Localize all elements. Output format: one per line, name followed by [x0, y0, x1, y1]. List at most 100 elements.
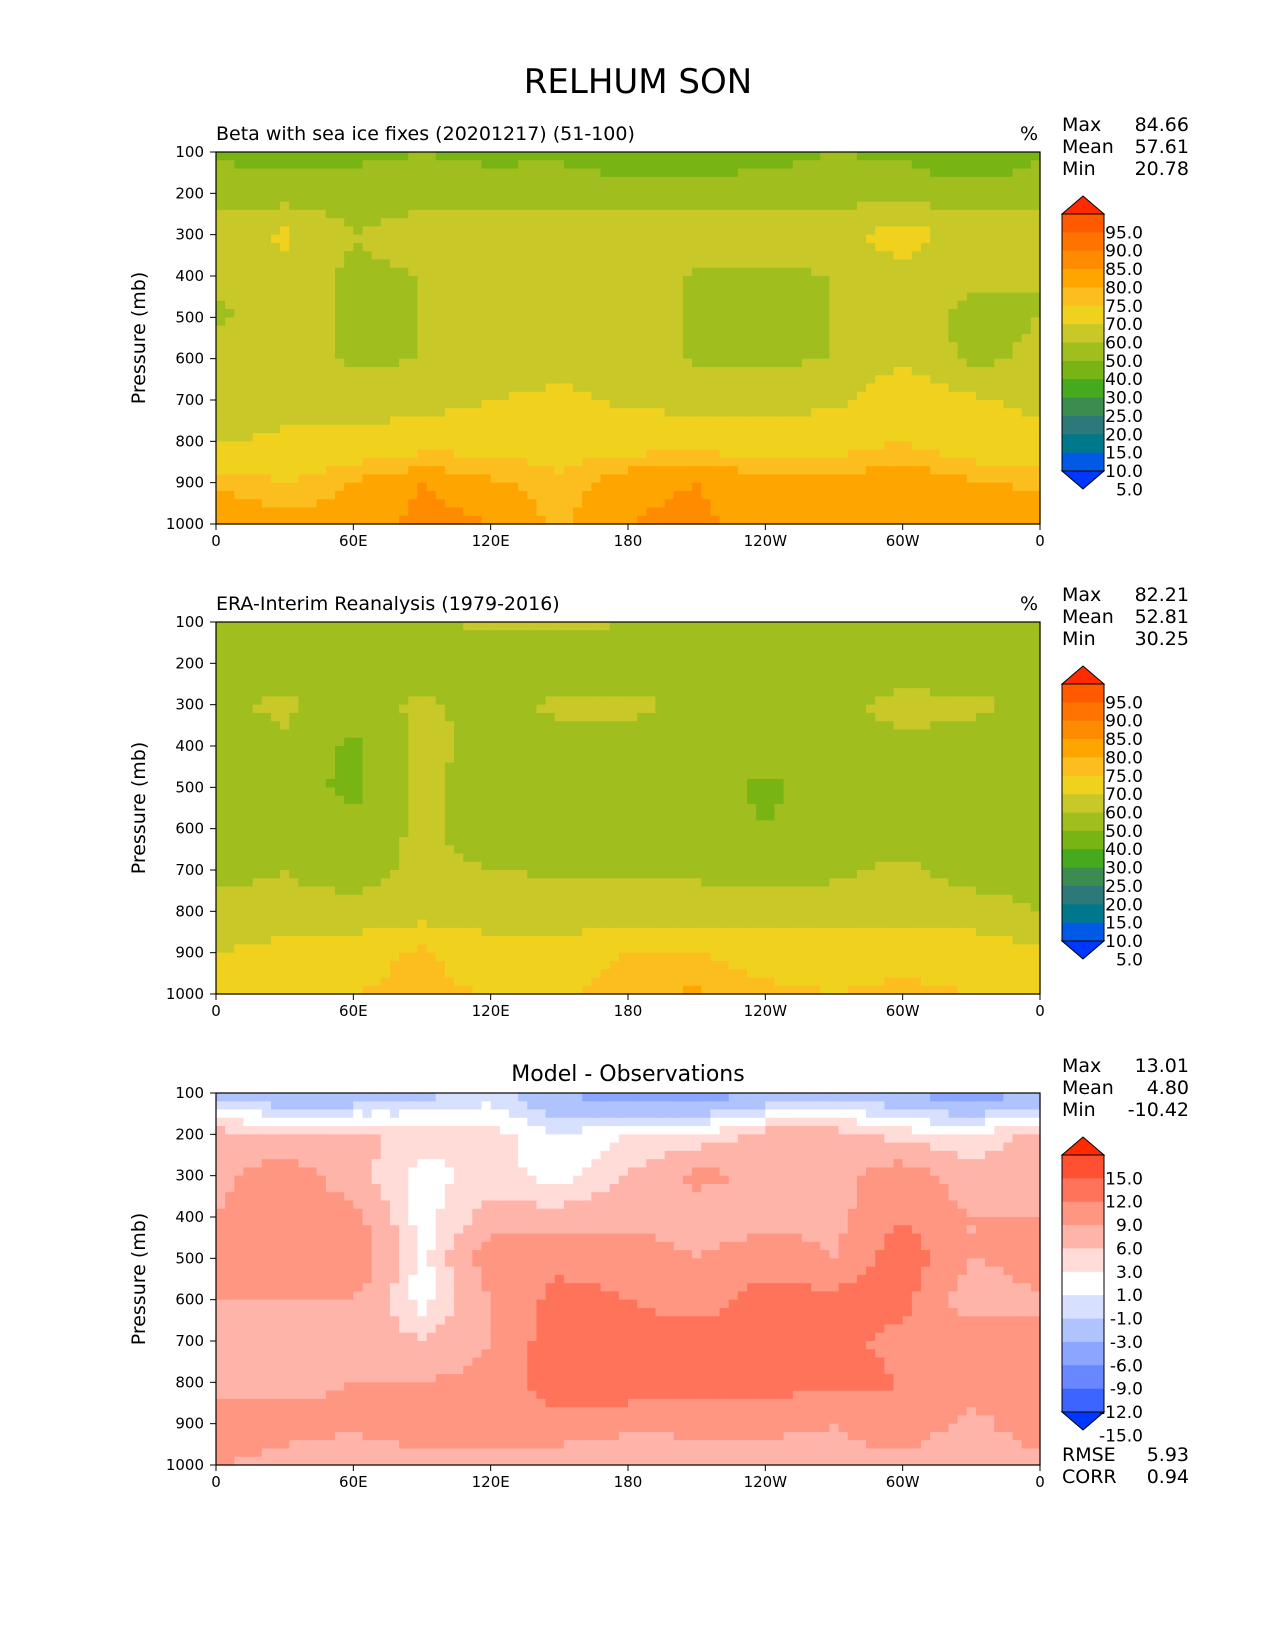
field-cell: [609, 655, 620, 664]
field-cell: [463, 424, 473, 434]
field-cell: [801, 688, 812, 697]
field-cell: [875, 515, 885, 525]
field-cell: [408, 646, 419, 656]
field-cell: [902, 466, 913, 475]
field-cell: [957, 424, 968, 434]
field-cell: [600, 366, 611, 376]
field-cell: [344, 251, 354, 261]
field-cell: [966, 482, 977, 492]
field-cell: [637, 679, 647, 689]
field-cell: [866, 474, 876, 484]
field-cell: [261, 696, 272, 706]
field-cell: [408, 292, 419, 302]
field-cell: [353, 276, 364, 285]
field-cell: [728, 333, 739, 343]
field-cell: [792, 292, 803, 302]
field-cell: [261, 490, 272, 500]
field-cell: [463, 242, 473, 252]
field-cell: [820, 499, 831, 509]
field-cell: [1012, 482, 1023, 492]
field-cell: [399, 284, 409, 294]
field-cell: [490, 482, 501, 492]
field-cell: [426, 375, 437, 385]
field-cell: [893, 185, 904, 194]
field-cell: [389, 499, 400, 509]
field-cell: [939, 671, 950, 681]
field-cell: [911, 408, 922, 418]
field-cell: [417, 259, 428, 269]
field-cell: [966, 234, 977, 244]
field-cell: [875, 630, 885, 640]
field-cell: [408, 655, 419, 664]
field-cell: [380, 168, 391, 178]
field-cell: [728, 679, 739, 689]
field-cell: [966, 267, 977, 277]
field-cell: [829, 416, 840, 426]
field-cell: [902, 490, 913, 500]
field-cell: [536, 317, 547, 327]
field-cell: [499, 284, 510, 294]
field-cell: [792, 638, 803, 648]
field-cell: [362, 490, 373, 500]
field-cell: [911, 679, 922, 689]
field-cell: [490, 209, 501, 219]
field-cell: [591, 400, 602, 409]
field-cell: [1030, 185, 1041, 194]
field-cell: [234, 317, 245, 327]
field-cell: [856, 218, 867, 227]
field-cell: [399, 342, 409, 351]
field-cell: [490, 408, 501, 418]
field-cell: [792, 309, 803, 318]
field-cell: [435, 400, 446, 409]
field-cell: [902, 218, 913, 227]
x-tick-label: 120W: [744, 532, 788, 550]
field-cell: [838, 416, 849, 426]
field-cell: [380, 490, 391, 500]
field-cell: [261, 201, 272, 211]
field-cell: [426, 391, 437, 401]
field-cell: [499, 218, 510, 227]
field-cell: [765, 416, 776, 426]
field-cell: [682, 284, 693, 294]
field-cell: [353, 622, 364, 631]
field-cell: [701, 441, 711, 451]
field-cell: [316, 168, 327, 178]
field-cell: [270, 292, 281, 302]
field-cell: [399, 234, 409, 244]
field-cell: [920, 646, 931, 656]
field-cell: [353, 234, 364, 244]
field-cell: [600, 449, 611, 459]
field-cell: [756, 226, 766, 236]
field-cell: [307, 333, 318, 343]
field-cell: [792, 655, 803, 664]
field-cell: [508, 176, 519, 186]
field-cell: [243, 300, 254, 310]
field-cell: [902, 499, 913, 509]
field-cell: [618, 358, 629, 368]
field-cell: [280, 507, 290, 517]
field-cell: [609, 696, 620, 706]
field-cell: [719, 234, 730, 244]
field-cell: [985, 218, 995, 227]
field-cell: [911, 358, 922, 368]
field-cell: [344, 342, 354, 351]
field-cell: [216, 375, 226, 385]
field-cell: [435, 441, 446, 451]
field-cell: [618, 292, 629, 302]
field-cell: [316, 201, 327, 211]
field-cell: [298, 185, 309, 194]
field-cell: [637, 358, 647, 368]
field-cell: [389, 490, 400, 500]
field-cell: [371, 457, 382, 467]
field-cell: [563, 490, 574, 500]
field-cell: [957, 474, 968, 484]
field-cell: [838, 267, 849, 277]
field-cell: [216, 424, 226, 434]
field-cell: [454, 424, 464, 434]
field-cell: [792, 366, 803, 376]
field-cell: [426, 342, 437, 351]
field-cell: [280, 688, 290, 697]
field-cell: [930, 366, 940, 376]
field-cell: [930, 391, 940, 401]
field-cell: [216, 358, 226, 368]
